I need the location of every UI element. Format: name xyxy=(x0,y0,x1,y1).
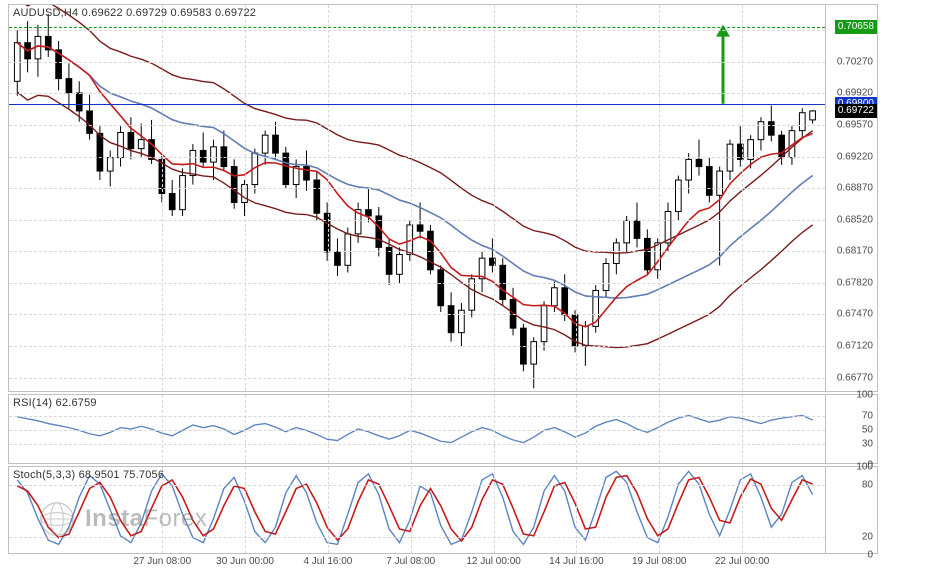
ytick-label: 0.66770 xyxy=(837,372,873,383)
ohlc-open: 0.69622 xyxy=(82,7,123,19)
ma-red xyxy=(17,43,812,327)
rsi-yaxis: 3050700100 xyxy=(825,395,877,463)
level-tag: 0.70658 xyxy=(835,20,877,34)
xtick-label: 12 Jul 00:00 xyxy=(466,556,521,567)
ytick-label: 70 xyxy=(862,411,873,422)
price-yaxis: 0.66770 0.67120 0.67470 0.67820 0.68170 0.685… xyxy=(825,5,877,391)
ytick-label: 100 xyxy=(856,390,873,401)
ytick-label: 20 xyxy=(862,532,873,543)
ytick-label: 30 xyxy=(862,439,873,450)
stoch-panel[interactable]: Stoch(5,3,3) 68.9501 75.7056 20800100 In… xyxy=(8,466,878,554)
ma-blue xyxy=(17,43,812,298)
stoch-title: Stoch(5,3,3) 68.9501 75.7056 xyxy=(13,469,164,481)
stoch-yaxis: 20800100 xyxy=(825,467,877,553)
horizontal-level[interactable] xyxy=(9,104,825,105)
bb-mid xyxy=(17,43,812,298)
xtick-label: 4 Jul 16:00 xyxy=(303,556,352,567)
ytick-label: 0.68520 xyxy=(837,214,873,225)
ytick-label: 80 xyxy=(862,479,873,490)
symbol-timeframe: AUDUSD,H4 xyxy=(13,7,78,19)
xtick-label: 22 Jul 00:00 xyxy=(715,556,770,567)
rsi-title: RSI(14) 62.6759 xyxy=(13,397,97,409)
xtick-label: 19 Jul 08:00 xyxy=(632,556,687,567)
xtick-label: 7 Jul 08:00 xyxy=(386,556,435,567)
price-tag: 0.69722 xyxy=(835,104,877,118)
xtick-label: 27 Jun 08:00 xyxy=(133,556,191,567)
ohlc-close: 0.69722 xyxy=(215,7,256,19)
chart-title: AUDUSD,H4 0.69622 0.69729 0.69583 0.6972… xyxy=(13,7,256,19)
ytick-label: 0 xyxy=(867,550,873,561)
ytick-label: 0.70270 xyxy=(837,56,873,67)
ytick-label: 0.68870 xyxy=(837,183,873,194)
ytick-label: 0.67470 xyxy=(837,309,873,320)
ohlc-low: 0.69583 xyxy=(171,7,212,19)
ytick-label: 100 xyxy=(856,462,873,473)
xtick-label: 14 Jul 16:00 xyxy=(549,556,604,567)
ytick-label: 0.69570 xyxy=(837,120,873,131)
target-arrow xyxy=(716,25,730,104)
price-panel[interactable]: AUDUSD,H4 0.69622 0.69729 0.69583 0.6972… xyxy=(8,4,878,392)
horizontal-level[interactable] xyxy=(9,27,825,28)
ytick-label: 50 xyxy=(862,425,873,436)
ytick-label: 0.69220 xyxy=(837,151,873,162)
rsi-line xyxy=(17,415,812,442)
forex-chart: AUDUSD,H4 0.69622 0.69729 0.69583 0.6972… xyxy=(0,0,931,570)
ytick-label: 0.68170 xyxy=(837,246,873,257)
ytick-label: 0.67820 xyxy=(837,277,873,288)
ytick-label: 0.67120 xyxy=(837,341,873,352)
xtick-label: 30 Jun 00:00 xyxy=(216,556,274,567)
rsi-panel[interactable]: RSI(14) 62.6759 3050700100 xyxy=(8,394,878,464)
ohlc-high: 0.69729 xyxy=(126,7,167,19)
